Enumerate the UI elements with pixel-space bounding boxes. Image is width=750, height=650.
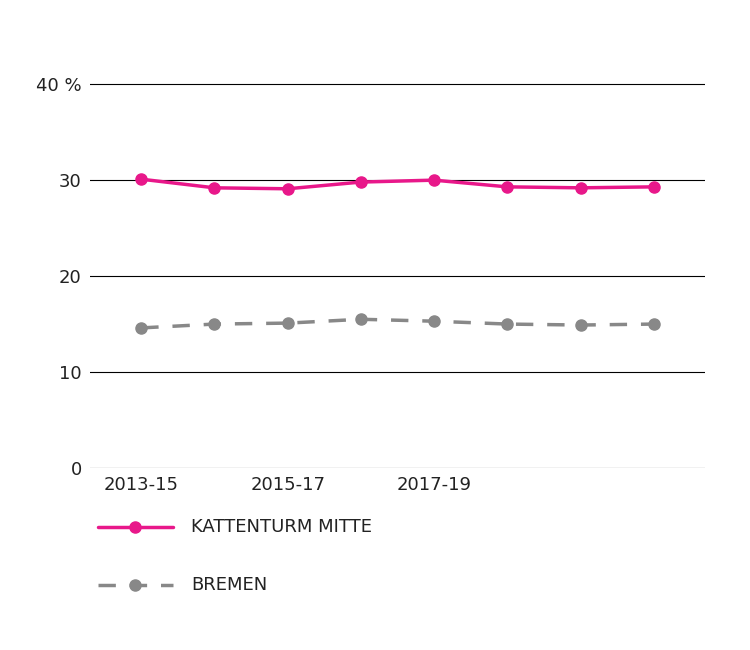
BREMEN [430,317,439,325]
KATTENTURM MITTE [136,176,146,183]
KATTENTURM MITTE [503,183,512,190]
BREMEN [650,320,658,328]
KATTENTURM MITTE [650,183,658,190]
KATTENTURM MITTE [284,185,292,192]
Text: KATTENTURM MITTE: KATTENTURM MITTE [191,517,372,536]
BREMEN [356,315,365,323]
Text: BREMEN: BREMEN [191,576,268,594]
BREMEN [136,324,146,332]
Line: KATTENTURM MITTE: KATTENTURM MITTE [136,174,659,194]
KATTENTURM MITTE [356,178,365,186]
BREMEN [210,320,219,328]
BREMEN [284,319,292,327]
KATTENTURM MITTE [576,184,585,192]
BREMEN [503,320,512,328]
KATTENTURM MITTE [210,184,219,192]
KATTENTURM MITTE [430,176,439,184]
Line: BREMEN: BREMEN [136,314,659,333]
BREMEN [576,321,585,329]
